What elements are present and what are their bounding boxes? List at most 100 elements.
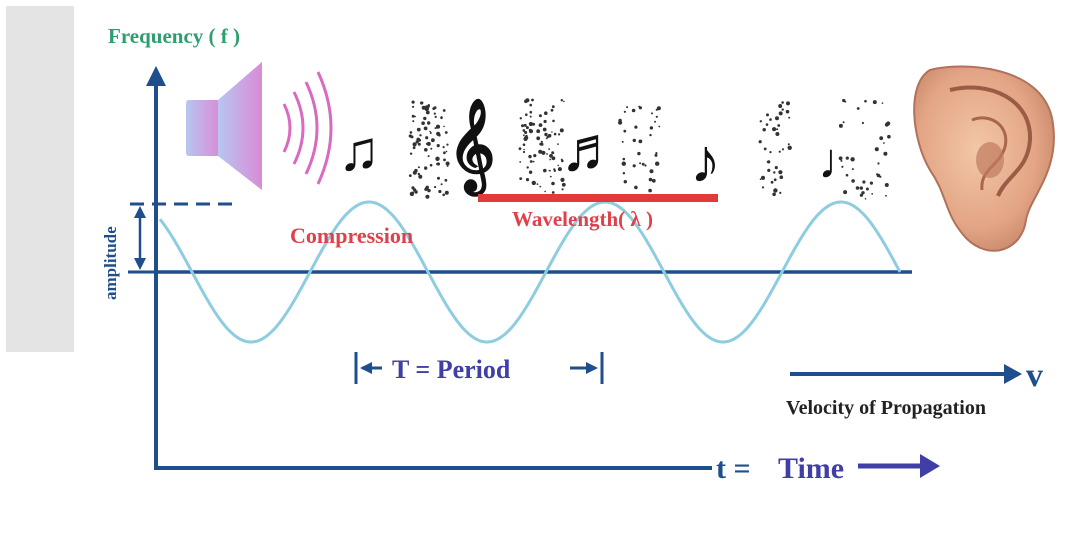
- compression-dot: [519, 117, 522, 120]
- compression-dot: [417, 166, 420, 169]
- compression-dot: [522, 150, 526, 154]
- compression-dot: [786, 101, 790, 106]
- compression-dot: [884, 122, 889, 127]
- compression-dot: [425, 142, 429, 146]
- compression-dot: [874, 147, 879, 152]
- compression-dot: [440, 183, 443, 186]
- compression-dot: [429, 132, 432, 134]
- compression-dot: [560, 158, 563, 161]
- compression-dot: [845, 173, 849, 177]
- compression-dot: [773, 171, 776, 174]
- compression-dot: [769, 118, 772, 121]
- compression-dot: [414, 190, 418, 194]
- compression-dot: [838, 156, 843, 161]
- compression-dot: [774, 166, 778, 170]
- compression-dot: [634, 125, 638, 129]
- compression-dot: [526, 166, 529, 169]
- compression-dot: [435, 156, 440, 161]
- compression-dot: [532, 160, 535, 163]
- compression-dot: [631, 108, 636, 113]
- compression-dot: [551, 191, 555, 194]
- compression-dot: [762, 128, 766, 132]
- compression-dot: [416, 127, 421, 132]
- compression-dot: [539, 185, 542, 188]
- compression-dot: [425, 194, 430, 199]
- compression-dot: [778, 150, 781, 153]
- compression-dot: [424, 105, 429, 110]
- wavelength-label: Wavelength( λ ): [512, 207, 653, 231]
- compression-dot: [417, 142, 421, 146]
- compression-dot: [541, 150, 546, 155]
- compression-dot: [551, 131, 553, 133]
- compression-dot: [411, 100, 415, 104]
- compression-dot: [445, 150, 448, 153]
- compression-dot: [622, 172, 626, 175]
- compression-dot: [841, 165, 844, 168]
- compression-dot: [622, 157, 626, 161]
- compression-dot: [536, 136, 541, 141]
- compression-dot: [855, 186, 860, 190]
- compression-dot: [549, 158, 552, 161]
- compression-dot: [519, 177, 523, 181]
- compression-dot: [638, 105, 641, 108]
- compression-dot: [430, 147, 433, 150]
- note-icon: ♩: [818, 133, 868, 189]
- compression-dot: [851, 179, 855, 183]
- compression-dot: [557, 143, 559, 146]
- compression-dot: [539, 142, 542, 146]
- compression-dot: [644, 164, 647, 167]
- compression-dot: [551, 105, 555, 109]
- compression-dot: [442, 109, 446, 112]
- compression-dot: [544, 132, 548, 137]
- compression-dot: [785, 109, 790, 114]
- compression-dot: [522, 143, 526, 146]
- vertical-axis-arrow-icon: [146, 66, 166, 86]
- compression-dot: [777, 124, 781, 127]
- compression-dot: [859, 186, 863, 190]
- compression-dot: [432, 107, 436, 110]
- compression-dot: [421, 121, 425, 125]
- compression-dot: [409, 131, 413, 134]
- compression-dot: [446, 164, 449, 167]
- period-right-arrow-icon: [586, 362, 598, 374]
- compression-dot: [434, 127, 437, 130]
- frequency-label: Frequency ( f ): [108, 24, 240, 48]
- compression-dot: [424, 187, 428, 191]
- compression-dot: [543, 119, 547, 124]
- compression-dot: [862, 180, 866, 184]
- compression-dot: [548, 169, 551, 172]
- compression-dot: [877, 162, 880, 165]
- compression-dot: [440, 116, 443, 120]
- compression-dot: [557, 164, 559, 167]
- compression-dot: [427, 155, 430, 158]
- compression-dot: [538, 123, 543, 127]
- compression-dot: [549, 154, 553, 158]
- compression-dot: [876, 173, 879, 176]
- compression-dot: [425, 136, 429, 140]
- compression-dot: [781, 101, 784, 104]
- compression-dot: [649, 126, 654, 130]
- compression-dot: [414, 115, 417, 118]
- compression-dot: [518, 147, 522, 151]
- compression-dot: [431, 138, 435, 143]
- compression-dot: [528, 170, 533, 174]
- compression-dot: [553, 132, 557, 136]
- amplitude-down-arrow-icon: [134, 258, 146, 270]
- compression-dot: [528, 129, 534, 134]
- compression-dot: [436, 144, 440, 148]
- compression-dot: [626, 106, 629, 109]
- compression-dot: [651, 178, 656, 183]
- compression-dot: [536, 183, 539, 186]
- compression-dot: [561, 182, 566, 187]
- compression-dot: [548, 148, 550, 151]
- compression-dot: [425, 110, 430, 115]
- compression-dot: [654, 153, 658, 157]
- compression-dot: [843, 190, 848, 195]
- period-label: T = Period: [392, 355, 511, 384]
- compression-dot: [424, 148, 428, 152]
- compression-dot: [409, 152, 413, 155]
- compression-dot: [765, 123, 769, 126]
- compression-dot: [410, 135, 414, 139]
- compression-dot: [861, 121, 865, 125]
- compression-dot: [838, 123, 843, 128]
